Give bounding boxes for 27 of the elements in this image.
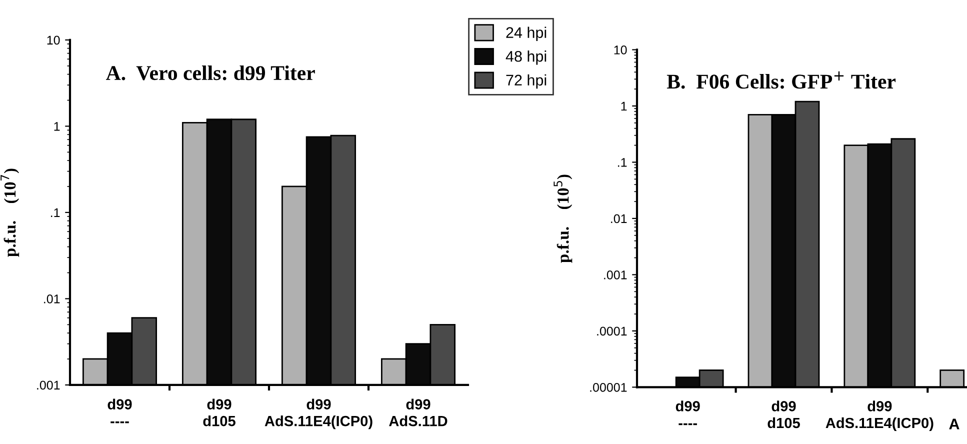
y-tick-label: 1 <box>54 122 60 131</box>
y-tick-label: 10 <box>47 36 60 45</box>
y-tick-label: 10 <box>614 46 627 54</box>
x-tick-label: d99 AdS.11E4(ICP0) <box>826 400 934 432</box>
x-tick-label: A <box>949 418 960 430</box>
x-tick-label: d99 ---- <box>676 400 700 426</box>
y-tick-label: .01 <box>44 294 60 304</box>
y-tick-label: .1 <box>618 158 627 167</box>
legend-label: 48 hpi <box>506 50 546 65</box>
y-tick-label: .1 <box>50 208 60 217</box>
x-tick-label: d99 AdS.11E4(ICP0) <box>264 398 372 430</box>
y-tick-label: .00001 <box>590 382 627 392</box>
text: A. Vero cells: d99 Titer <box>106 65 315 80</box>
x-tick-label: d99 d105 <box>768 400 800 428</box>
y-tick-label: .001 <box>37 380 60 390</box>
y-axis-title: p.f.u. (10$^{7}$) <box>0 168 20 257</box>
x-tick-label: d99 d105 <box>203 398 236 426</box>
y-tick-label: .01 <box>611 214 627 224</box>
legend-label: 24 hpi <box>506 26 546 42</box>
y-axis-title: p.f.u. (10$^{5}$) <box>554 174 572 263</box>
y-tick-label: .0001 <box>597 326 627 336</box>
text: B. F06 Cells: GFP$^{+}$ Titer <box>666 71 896 89</box>
x-tick-label: d99 ---- <box>108 398 132 424</box>
y-tick-label: 1 <box>621 102 627 110</box>
legend-label: 72 hpi <box>506 74 546 89</box>
y-tick-label: .001 <box>604 270 627 280</box>
x-tick-label: d99 AdS.11D <box>389 398 448 426</box>
